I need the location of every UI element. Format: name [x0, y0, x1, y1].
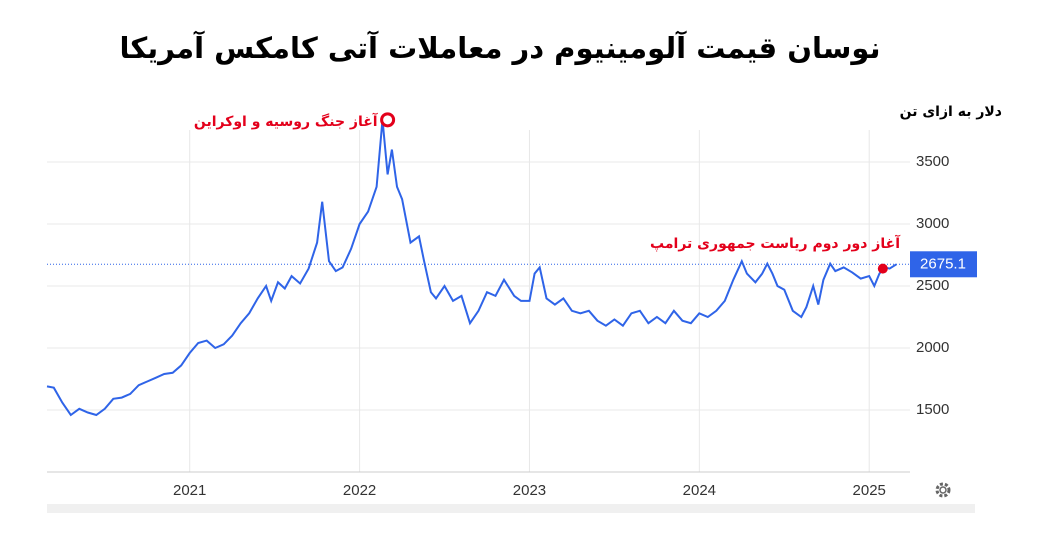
- y-tick-label: 3500: [916, 153, 949, 170]
- y-tick-label: 3000: [916, 215, 949, 232]
- y-axis-label: دلار به ازای تن: [900, 104, 1002, 120]
- last-price-box: [910, 251, 977, 278]
- x-tick-label: 2024: [683, 482, 716, 499]
- x-tick-label: 2025: [853, 482, 886, 499]
- annotation-text: آغاز دور دوم ریاست جمهوری ترامپ: [650, 234, 901, 252]
- annotation-marker: [877, 263, 888, 274]
- settings-icon[interactable]: [935, 482, 951, 498]
- annotation-marker: [380, 112, 396, 128]
- y-tick-label: 2000: [916, 339, 949, 356]
- x-tick-label: 2021: [173, 482, 206, 499]
- annotation-text: آغاز جنگ روسیه و اوکراین: [194, 112, 379, 130]
- scrollbar: [47, 504, 975, 513]
- chart-title: نوسان قیمت آلومینیوم در معاملات آتی کامک…: [119, 30, 880, 65]
- price-line: [46, 119, 897, 417]
- y-tick-label: 2500: [916, 277, 949, 294]
- last-price-label: 2675.1: [920, 255, 966, 272]
- x-tick-label: 2022: [343, 482, 376, 499]
- y-tick-label: 1500: [916, 401, 949, 418]
- x-tick-label: 2023: [513, 482, 546, 499]
